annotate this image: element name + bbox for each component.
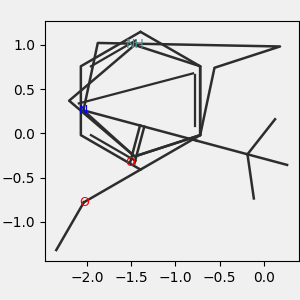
Text: N: N: [79, 104, 88, 117]
Text: NH: NH: [125, 38, 144, 52]
Text: O: O: [79, 196, 89, 209]
Text: O: O: [125, 156, 135, 169]
